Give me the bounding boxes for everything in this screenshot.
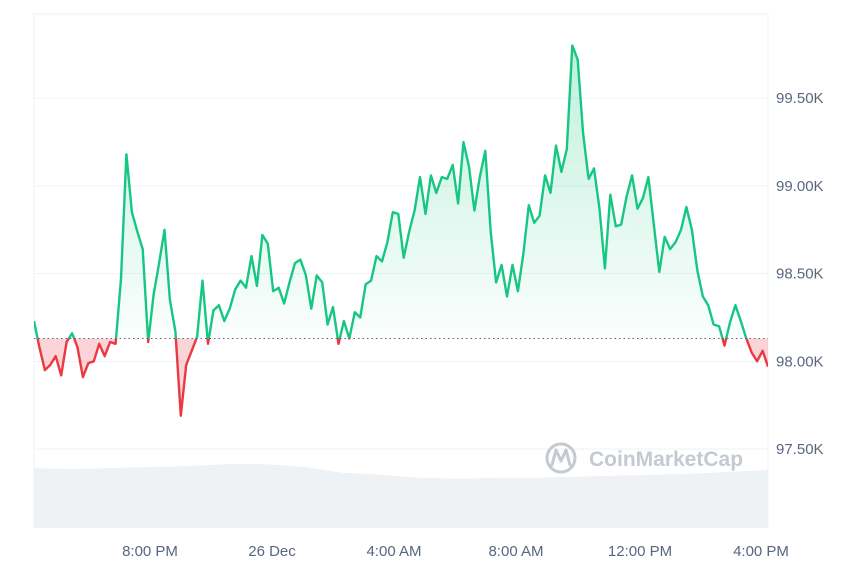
x-tick-label: 4:00 PM bbox=[733, 543, 789, 560]
y-tick-label: 99.00K bbox=[776, 178, 824, 195]
y-tick-label: 97.50K bbox=[776, 441, 824, 458]
volume-area bbox=[34, 464, 768, 528]
watermark: CoinMarketCap bbox=[545, 442, 743, 474]
y-axis: 97.50K 98.00K 98.50K 99.00K 99.50K bbox=[776, 90, 824, 458]
y-tick-label: 98.50K bbox=[776, 266, 824, 283]
y-tick-label: 98.00K bbox=[776, 353, 824, 370]
area-up bbox=[34, 45, 768, 339]
volume-shape bbox=[34, 464, 768, 528]
price-line bbox=[34, 44, 768, 417]
area-down bbox=[37, 338, 768, 416]
x-tick-label: 26 Dec bbox=[248, 543, 296, 560]
x-tick-label: 4:00 AM bbox=[366, 543, 421, 560]
price-area bbox=[34, 45, 768, 416]
x-tick-label: 12:00 PM bbox=[608, 543, 672, 560]
x-tick-label: 8:00 AM bbox=[488, 543, 543, 560]
y-tick-label: 99.50K bbox=[776, 90, 824, 107]
x-axis: 8:00 PM 26 Dec 4:00 AM 8:00 AM 12:00 PM 4:00 … bbox=[122, 543, 789, 560]
coinmarketcap-logo-icon bbox=[545, 442, 577, 474]
x-tick-label: 8:00 PM bbox=[122, 543, 178, 560]
line-up bbox=[34, 44, 748, 339]
watermark-text: CoinMarketCap bbox=[589, 448, 743, 471]
